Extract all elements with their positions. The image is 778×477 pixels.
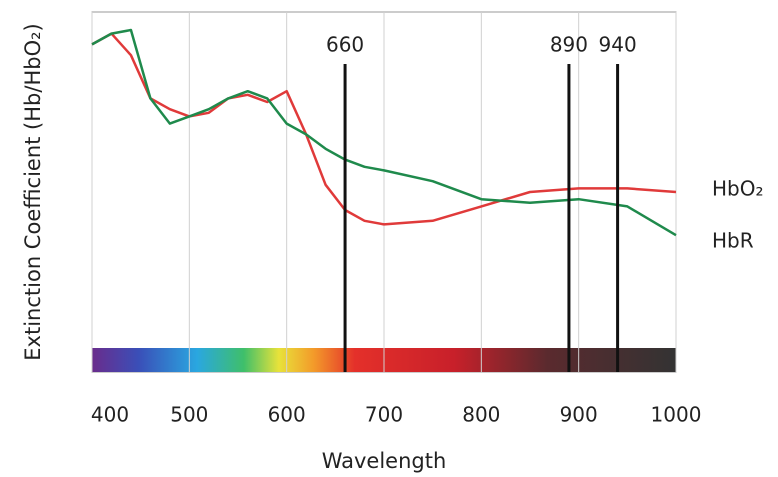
- x-tick-label: 400: [91, 403, 129, 427]
- x-tick-label: 600: [268, 403, 306, 427]
- marker-label: 890: [550, 33, 588, 57]
- x-tick-label: 500: [170, 403, 208, 427]
- marker-label: 940: [599, 33, 637, 57]
- x-tick-label: 1000: [651, 403, 702, 427]
- x-tick-label: 700: [365, 403, 403, 427]
- x-axis-label: Wavelength: [322, 449, 447, 473]
- marker-label: 660: [326, 33, 364, 57]
- y-axis-label: Extinction Coefficient (Hb/HbO₂): [21, 23, 45, 360]
- series-line: [91, 32, 677, 226]
- x-tick-label: 900: [560, 403, 598, 427]
- series-line: [91, 28, 677, 237]
- series-label: HbR: [712, 229, 754, 253]
- series-label: HbO₂: [712, 177, 764, 201]
- x-tick-label: 800: [462, 403, 500, 427]
